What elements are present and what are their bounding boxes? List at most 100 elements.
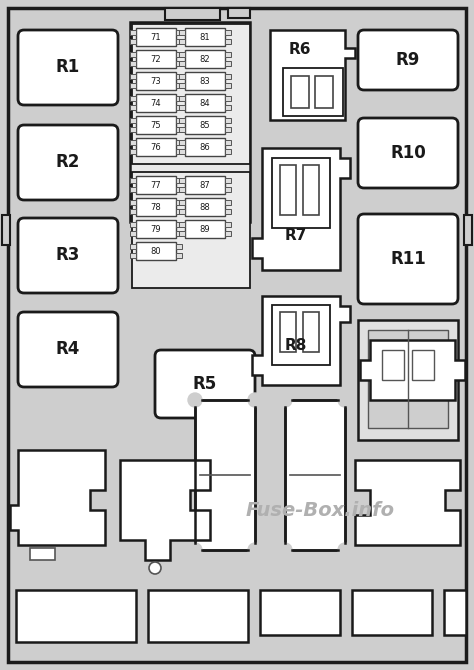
Bar: [2, 215, 10, 245]
Bar: [130, 105, 136, 110]
Text: R6: R6: [289, 42, 311, 58]
Bar: [176, 61, 182, 66]
Bar: [130, 140, 136, 145]
Bar: [225, 222, 231, 227]
Bar: [176, 83, 182, 88]
Bar: [130, 127, 136, 132]
Text: 84: 84: [200, 98, 210, 107]
Bar: [225, 74, 231, 79]
Bar: [444, 590, 466, 635]
Bar: [225, 187, 231, 192]
Bar: [16, 590, 136, 642]
Bar: [185, 116, 225, 134]
Bar: [225, 118, 231, 123]
Bar: [225, 39, 231, 44]
Bar: [179, 118, 185, 123]
Bar: [225, 209, 231, 214]
Text: R11: R11: [390, 250, 426, 268]
Bar: [280, 165, 296, 215]
FancyBboxPatch shape: [358, 214, 458, 304]
Bar: [176, 96, 182, 101]
Bar: [176, 118, 182, 123]
Bar: [185, 138, 225, 156]
Bar: [283, 68, 343, 116]
Bar: [176, 39, 182, 44]
Bar: [382, 350, 404, 380]
Text: Fuse-Box.info: Fuse-Box.info: [246, 500, 394, 519]
Text: 82: 82: [200, 54, 210, 64]
Bar: [179, 149, 185, 154]
Bar: [136, 72, 176, 90]
Text: 83: 83: [200, 76, 210, 86]
Bar: [368, 330, 448, 428]
Bar: [303, 165, 319, 215]
Circle shape: [188, 543, 202, 557]
Bar: [165, 8, 220, 20]
Bar: [464, 215, 472, 245]
Bar: [225, 200, 231, 205]
Text: 74: 74: [151, 98, 161, 107]
Text: 89: 89: [200, 224, 210, 234]
Bar: [228, 8, 250, 18]
Bar: [176, 127, 182, 132]
Bar: [352, 590, 432, 635]
Bar: [179, 209, 185, 214]
Polygon shape: [270, 30, 355, 120]
Polygon shape: [355, 460, 460, 545]
Circle shape: [149, 562, 161, 574]
Circle shape: [188, 393, 202, 407]
Circle shape: [338, 543, 352, 557]
Text: R3: R3: [56, 246, 80, 264]
Bar: [130, 83, 136, 88]
Bar: [225, 127, 231, 132]
Bar: [225, 105, 231, 110]
Bar: [130, 39, 136, 44]
Bar: [315, 76, 333, 108]
Polygon shape: [252, 296, 350, 385]
Bar: [130, 244, 136, 249]
Bar: [280, 312, 296, 352]
Text: R4: R4: [56, 340, 80, 358]
Text: 88: 88: [200, 202, 210, 212]
Bar: [132, 24, 250, 164]
Bar: [176, 200, 182, 205]
Bar: [225, 30, 231, 35]
Bar: [225, 140, 231, 145]
Bar: [225, 83, 231, 88]
Bar: [272, 158, 330, 228]
Bar: [179, 74, 185, 79]
Bar: [291, 76, 309, 108]
Text: 80: 80: [151, 247, 161, 255]
Text: R8: R8: [285, 338, 307, 352]
Bar: [176, 222, 182, 227]
Bar: [195, 400, 255, 550]
Bar: [179, 96, 185, 101]
Bar: [130, 52, 136, 57]
Polygon shape: [120, 460, 210, 560]
Bar: [179, 187, 185, 192]
FancyBboxPatch shape: [18, 125, 118, 200]
Bar: [185, 28, 225, 46]
Bar: [225, 61, 231, 66]
Text: 87: 87: [200, 180, 210, 190]
Bar: [130, 187, 136, 192]
Bar: [130, 74, 136, 79]
Bar: [185, 94, 225, 112]
Bar: [30, 548, 55, 560]
Bar: [176, 253, 182, 258]
Bar: [179, 61, 185, 66]
Bar: [136, 138, 176, 156]
Polygon shape: [252, 148, 350, 270]
Text: R1: R1: [56, 58, 80, 76]
Bar: [179, 178, 185, 183]
Circle shape: [278, 393, 292, 407]
FancyBboxPatch shape: [155, 350, 255, 418]
Bar: [179, 231, 185, 236]
Bar: [272, 305, 330, 365]
Bar: [130, 149, 136, 154]
Text: 73: 73: [151, 76, 161, 86]
Bar: [130, 253, 136, 258]
Bar: [148, 590, 248, 642]
Bar: [136, 176, 176, 194]
Bar: [136, 116, 176, 134]
